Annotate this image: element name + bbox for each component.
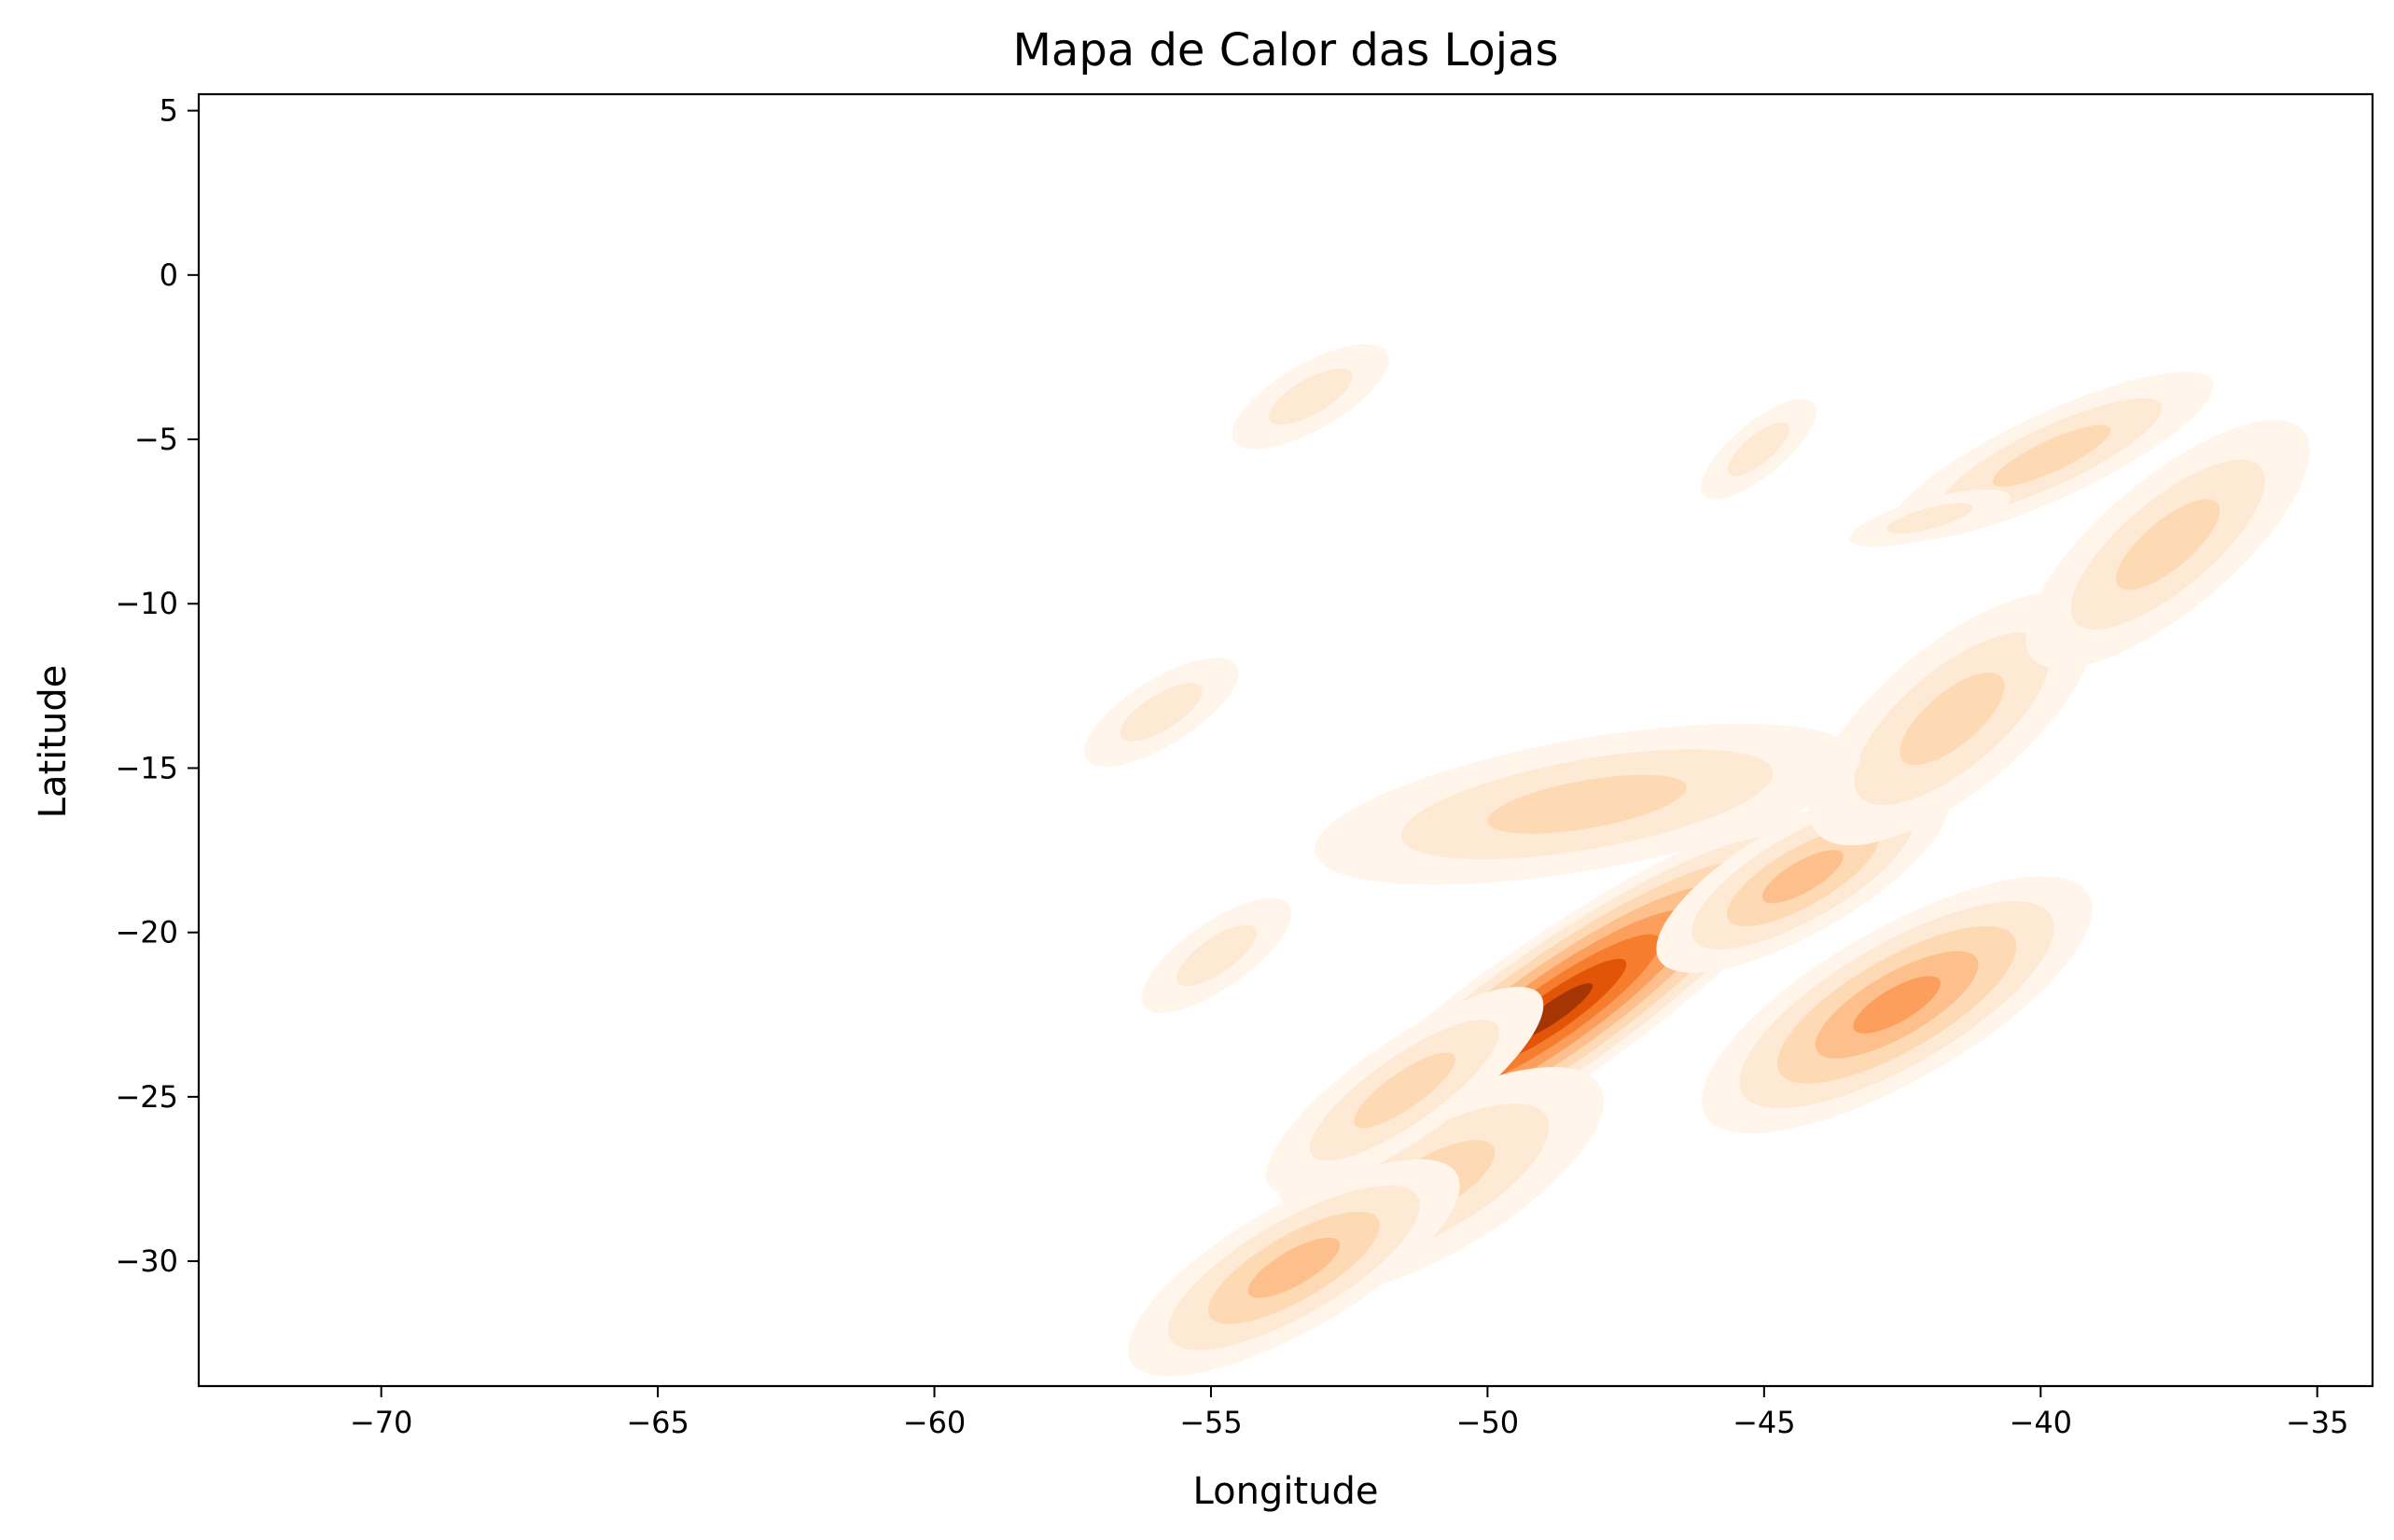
x-tick-label: −60 [903, 1405, 967, 1440]
density-cluster [1232, 343, 1389, 450]
density-level-2 [1487, 774, 1687, 834]
density-level-3 [1247, 1237, 1341, 1298]
density-level-2 [1992, 424, 2111, 487]
x-tick-label: −55 [1179, 1405, 1243, 1440]
density-cluster [1314, 723, 1860, 885]
y-tick-label: −5 [134, 422, 178, 457]
y-axis: 5 0 −5 −10 −15 −20 −25 −30 [115, 93, 199, 1279]
x-tick-label: −70 [350, 1405, 413, 1440]
y-tick-label: −20 [115, 915, 178, 950]
x-axis-label: Longitude [1193, 1470, 1379, 1513]
density-level-1 [1120, 683, 1203, 742]
density-cluster [1808, 591, 2096, 846]
density-cluster [1084, 658, 1239, 768]
y-tick-label: −30 [115, 1243, 178, 1279]
y-tick-label: 0 [160, 257, 178, 293]
plot-frame [197, 92, 2374, 1388]
density-level-2 [2116, 499, 2220, 590]
density-cluster [1849, 489, 2011, 548]
y-tick-label: −10 [115, 586, 178, 621]
density-cluster [1128, 1158, 1460, 1377]
x-tick-label: −65 [626, 1405, 689, 1440]
density-contours [1084, 343, 2310, 1377]
density-cluster [1701, 876, 2093, 1134]
density-level-1 [1886, 503, 1973, 534]
x-tick-label: −40 [2010, 1405, 2073, 1440]
density-level-2 [1354, 1052, 1455, 1129]
y-axis-label: Latitude [32, 665, 75, 819]
chart-title: Mapa de Calor das Lojas [1012, 24, 1558, 76]
density-level-1 [1727, 422, 1789, 477]
density-cluster [1701, 398, 1816, 500]
x-axis: −70 −65 −60 −55 −50 −45 −40 −35 [350, 1386, 2349, 1440]
density-cluster [1265, 986, 1544, 1194]
y-tick-label: 5 [160, 93, 178, 129]
density-level-1 [1176, 924, 1257, 987]
density-level-2 [1900, 673, 2005, 766]
density-level-4 [1853, 976, 1941, 1034]
x-tick-label: −50 [1456, 1405, 1520, 1440]
y-tick-label: −25 [115, 1079, 178, 1115]
x-tick-label: −45 [1733, 1405, 1796, 1440]
density-level-1 [1268, 368, 1353, 425]
y-tick-label: −15 [115, 750, 178, 785]
density-cluster [2025, 420, 2310, 670]
density-cluster [1141, 897, 1292, 1013]
x-tick-label: −35 [2286, 1405, 2349, 1440]
density-level-3 [1761, 850, 1844, 904]
